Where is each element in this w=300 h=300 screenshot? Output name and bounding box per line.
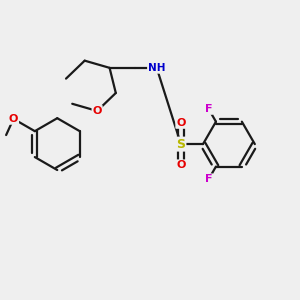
Text: O: O [92,106,102,116]
Text: S: S [176,138,185,151]
Text: O: O [176,118,186,128]
Text: O: O [9,114,18,124]
Text: F: F [205,104,212,114]
Text: O: O [176,160,186,170]
Text: NH: NH [148,63,165,73]
Text: F: F [205,174,212,184]
